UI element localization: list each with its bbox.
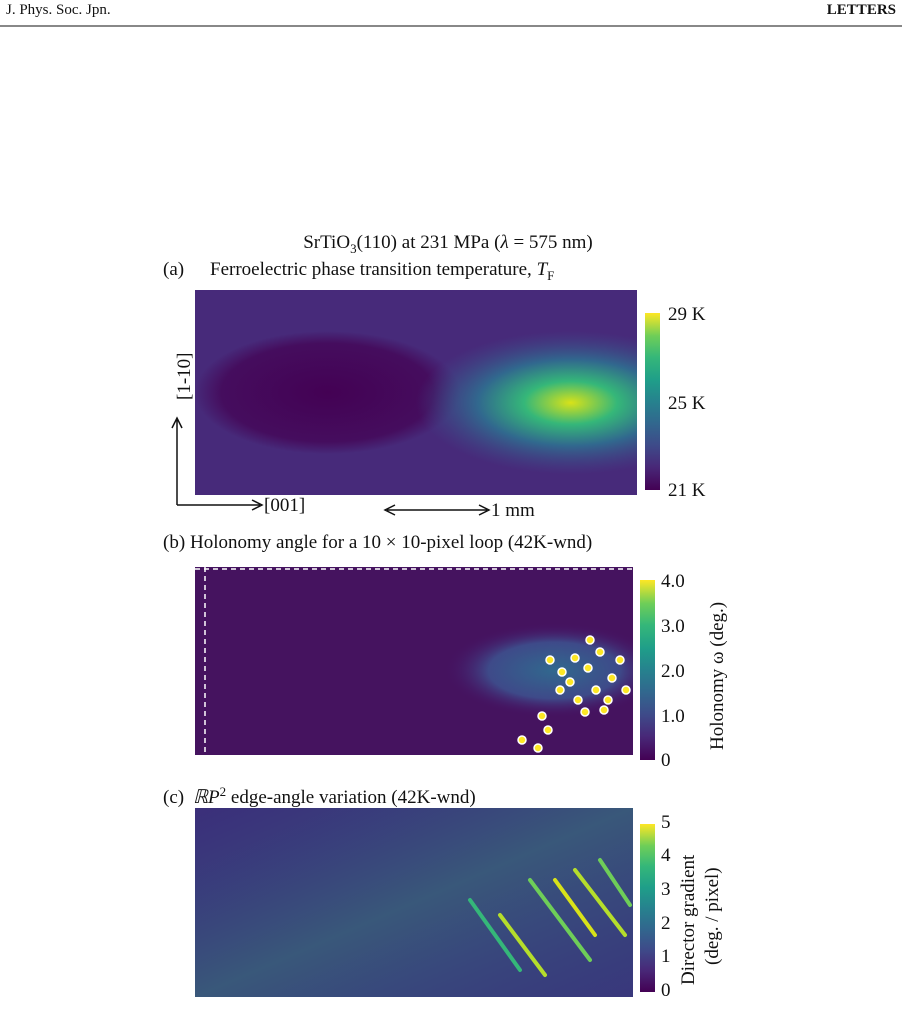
colorbar-tick-label: 4	[661, 845, 671, 866]
axis-x-label: [001]	[264, 495, 305, 516]
text-part: T	[537, 259, 549, 280]
panel-title: Ferroelectric phase transition temperatu…	[210, 259, 554, 283]
text-part: 3	[350, 241, 357, 256]
scale-bar	[383, 504, 491, 516]
colorbar-tick-label: 2	[661, 913, 671, 934]
text-part: 2	[220, 784, 227, 799]
colorbar-tick-label: 0	[661, 980, 671, 1001]
colorbar-label: (deg. / pixel)	[702, 867, 723, 965]
colorbar-tick-label: 5	[661, 812, 671, 833]
text-part: edge-angle variation (42K-wnd)	[226, 787, 476, 808]
panel-label: (b)	[163, 532, 185, 553]
text-part: = 575 nm)	[509, 232, 593, 253]
colorbar-tick-label: 4.0	[661, 571, 685, 592]
text-part: Ferroelectric phase transition temperatu…	[210, 259, 537, 280]
text-part: SrTiO	[303, 232, 350, 253]
text-part: F	[547, 268, 554, 283]
panel-title: Holonomy angle for a 10 × 10-pixel loop …	[190, 532, 592, 553]
text-part: ℝP	[193, 787, 220, 808]
colorbar-tick-label: 1	[661, 946, 671, 967]
colorbar-tick-label: 21 K	[668, 480, 706, 501]
heatmap-a	[195, 290, 637, 495]
axis-arrows	[171, 416, 264, 511]
colorbar-label: Holonomy ω (deg.)	[707, 602, 728, 750]
colorbar-tick-label: 3.0	[661, 616, 685, 637]
colorbar-tick-label: 3	[661, 879, 671, 900]
colorbar	[640, 824, 655, 992]
scale-bar-label: 1 mm	[491, 500, 535, 521]
colorbar-tick-label: 2.0	[661, 661, 685, 682]
colorbar-tick-label: 1.0	[661, 706, 685, 727]
colorbar-label: Director gradient	[678, 854, 699, 985]
heatmap-b	[195, 567, 633, 755]
colorbar-tick-label: 0	[661, 750, 671, 771]
panel-title: ℝP2 edge-angle variation (42K-wnd)	[193, 784, 476, 808]
heatmap-c	[195, 808, 633, 997]
figure-title: SrTiO3(110) at 231 MPa (λ = 575 nm)	[303, 232, 593, 256]
colorbar-tick-label: 29 K	[668, 304, 706, 325]
text-part: (110) at 231 MPa (	[357, 232, 501, 253]
colorbar	[645, 313, 660, 490]
axis-y-label: [1-10]	[174, 353, 195, 400]
panel-label: (c)	[163, 787, 184, 808]
colorbar	[640, 580, 655, 760]
section: LETTERS	[827, 2, 896, 18]
panel-label: (a)	[163, 259, 184, 280]
journal: J. Phys. Soc. Jpn.	[6, 2, 111, 18]
colorbar-tick-label: 25 K	[668, 393, 706, 414]
text-part: λ	[499, 232, 508, 253]
